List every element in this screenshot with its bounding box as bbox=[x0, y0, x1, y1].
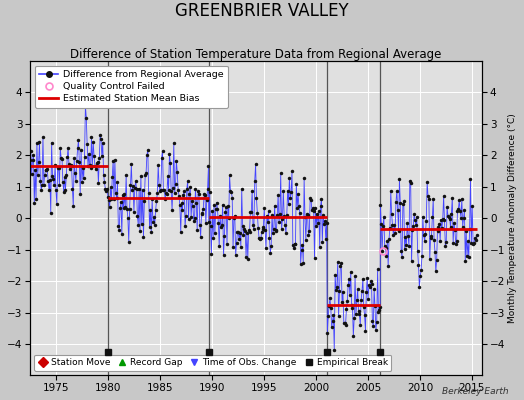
Y-axis label: Monthly Temperature Anomaly Difference (°C): Monthly Temperature Anomaly Difference (… bbox=[508, 113, 517, 323]
Title: Difference of Station Temperature Data from Regional Average: Difference of Station Temperature Data f… bbox=[70, 48, 442, 61]
Text: GREENBRIER VALLEY: GREENBRIER VALLEY bbox=[175, 2, 349, 20]
Text: Berkeley Earth: Berkeley Earth bbox=[442, 387, 508, 396]
Legend: Station Move, Record Gap, Time of Obs. Change, Empirical Break: Station Move, Record Gap, Time of Obs. C… bbox=[35, 355, 391, 371]
